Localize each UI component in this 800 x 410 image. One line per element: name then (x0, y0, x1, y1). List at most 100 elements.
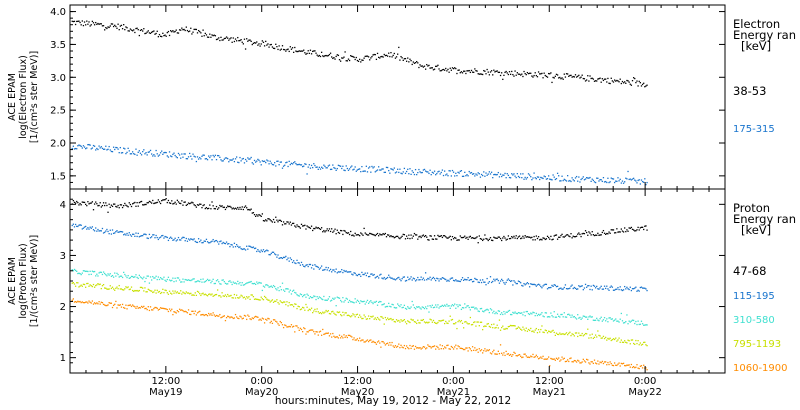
legend-title-line: [keV] (741, 223, 771, 237)
data-point (612, 364, 615, 367)
data-point (92, 229, 95, 231)
data-point (196, 280, 199, 282)
data-point (294, 303, 296, 305)
data-point (320, 312, 323, 315)
data-point (193, 294, 195, 296)
data-point (90, 302, 92, 304)
data-point (454, 303, 456, 305)
data-point (522, 235, 524, 237)
data-point (495, 311, 497, 314)
data-point (517, 311, 520, 314)
data-point (524, 353, 526, 355)
data-point (542, 331, 544, 333)
data-point (172, 277, 174, 279)
data-point (288, 260, 290, 262)
data-point (257, 158, 259, 161)
data-point (442, 277, 445, 279)
data-point (270, 252, 272, 255)
data-point (187, 292, 190, 294)
data-point (421, 235, 423, 237)
data-point (99, 283, 101, 285)
data-point (306, 52, 308, 55)
data-point (219, 313, 221, 316)
data-point (511, 313, 513, 316)
data-point (445, 347, 447, 349)
data-point (313, 163, 315, 165)
data-point (524, 176, 526, 179)
data-point (136, 276, 138, 279)
data-point (611, 339, 614, 341)
data-point (628, 178, 630, 181)
data-point (446, 280, 448, 282)
data-point (632, 365, 635, 368)
data-point (288, 160, 290, 163)
data-point (325, 332, 327, 334)
data-point (123, 289, 125, 291)
data-point (156, 307, 158, 309)
data-point (335, 169, 337, 171)
data-point (261, 289, 264, 292)
data-point (263, 286, 266, 288)
data-point (170, 155, 172, 157)
data-point (142, 278, 144, 280)
data-point (329, 333, 332, 335)
data-point (463, 70, 465, 72)
data-point (164, 279, 166, 281)
data-point (260, 296, 262, 298)
data-point (379, 319, 381, 321)
data-point (329, 313, 332, 315)
data-point (410, 347, 412, 350)
data-point (409, 278, 411, 280)
data-point (326, 167, 328, 169)
data-point (603, 285, 606, 287)
data-point (590, 337, 592, 339)
data-point (284, 324, 286, 326)
data-point (418, 236, 420, 238)
data-point (602, 319, 605, 321)
data-point (390, 277, 392, 279)
data-point (452, 279, 455, 282)
data-point (485, 350, 487, 352)
data-point (584, 178, 587, 180)
data-point (290, 293, 293, 295)
data-point (102, 303, 105, 306)
data-point (495, 278, 497, 281)
data-point (364, 303, 366, 305)
data-point (153, 202, 155, 205)
data-point (137, 277, 139, 280)
data-point (223, 315, 225, 317)
data-point (296, 307, 298, 310)
data-point (526, 282, 529, 284)
data-point (175, 240, 177, 242)
data-point (638, 179, 640, 181)
data-point (438, 348, 440, 350)
data-point (551, 239, 553, 241)
data-point (390, 51, 392, 54)
data-point (154, 155, 156, 157)
data-point (118, 304, 120, 306)
data-point (200, 158, 202, 160)
data-point (228, 161, 230, 163)
data-point (319, 55, 322, 58)
data-point (395, 171, 398, 173)
data-point (516, 282, 518, 285)
data-point (339, 229, 342, 232)
data-point (517, 175, 520, 178)
data-point (624, 364, 626, 367)
data-point (630, 226, 633, 229)
data-point (347, 271, 350, 273)
data-point (443, 235, 446, 237)
data-point (240, 316, 242, 318)
data-point (213, 294, 215, 297)
data-point (241, 248, 243, 251)
data-point (155, 149, 157, 152)
data-point (632, 77, 635, 79)
data-point (127, 286, 129, 288)
data-point (126, 232, 128, 235)
data-point (584, 80, 587, 82)
data-point (362, 273, 364, 276)
data-point (632, 288, 635, 290)
data-point (380, 234, 382, 236)
data-point (145, 291, 147, 293)
data-point (128, 277, 130, 279)
